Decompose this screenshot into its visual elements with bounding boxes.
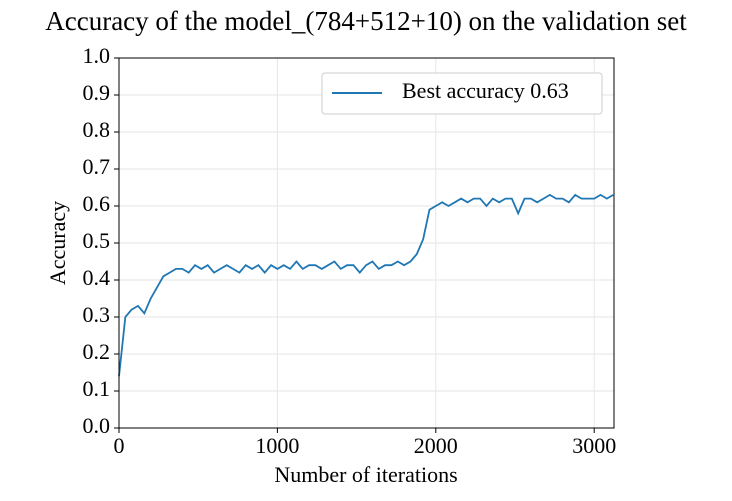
- legend-label: Best accuracy 0.63: [402, 78, 569, 103]
- plot-frame: [118, 57, 615, 429]
- y-tick-label: 0.0: [83, 413, 111, 438]
- y-tick-label: 1.0: [83, 43, 111, 68]
- x-tick-label: 1000: [255, 433, 299, 458]
- x-tick-label: 3000: [572, 433, 616, 458]
- y-tick-label: 0.9: [83, 80, 111, 105]
- y-tick-label: 0.1: [83, 376, 111, 401]
- x-tick-label: 0: [114, 433, 125, 458]
- y-tick-label: 0.2: [83, 339, 111, 364]
- y-tick-label: 0.6: [83, 191, 111, 216]
- chart-title: Accuracy of the model_(784+512+10) on th…: [45, 6, 687, 36]
- line: [118, 193, 614, 377]
- x-tick-label: 2000: [414, 433, 458, 458]
- y-tick-label: 0.4: [83, 265, 111, 290]
- y-tick-label: 0.3: [83, 302, 111, 327]
- legend-box: [321, 72, 603, 115]
- y-tick-label: 0.5: [83, 228, 111, 253]
- y-axis-label: Accuracy: [45, 201, 70, 285]
- y-tick-label: 0.7: [83, 154, 111, 179]
- x-axis-label: Number of iterations: [274, 462, 457, 487]
- y-tick-label: 0.8: [83, 117, 111, 142]
